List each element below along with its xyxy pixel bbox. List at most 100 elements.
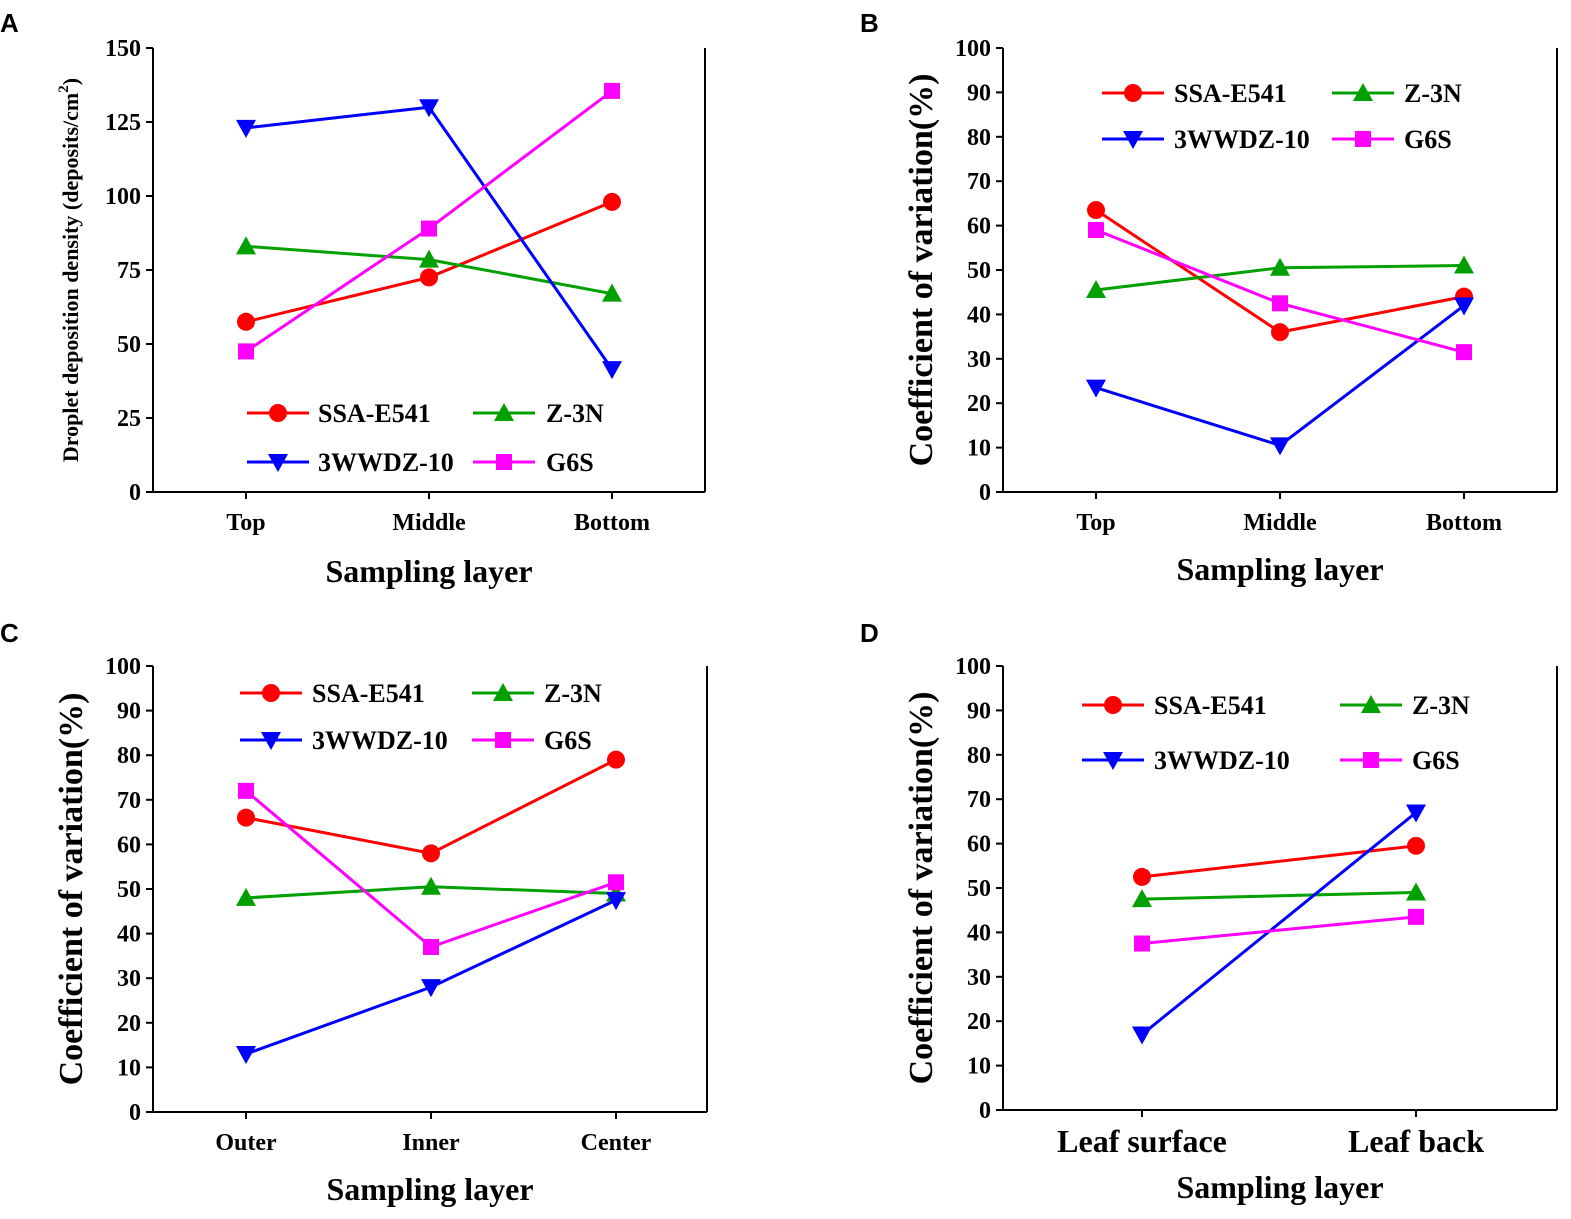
legend-marker-g6s bbox=[1363, 752, 1379, 768]
x-tick-label: Middle bbox=[392, 510, 466, 536]
series-line-3wwdz-10 bbox=[245, 898, 617, 1056]
data-point-ssa-e541 bbox=[1407, 836, 1425, 855]
chart-panel-c: C 0 10 20 30 40 50 60 70 80 90 100 Outer Inner Center S… bbox=[0, 618, 708, 1207]
data-point-z-3n bbox=[236, 236, 256, 255]
data-point-3wwdz-10 bbox=[1086, 379, 1106, 398]
data-point-3wwdz-10 bbox=[1454, 297, 1474, 316]
chart-panel-d: D 0 10 20 30 40 50 60 70 80 90 100 Leaf surface Leaf … bbox=[860, 618, 1558, 1205]
data-point-ssa-e541 bbox=[1133, 867, 1151, 886]
y-tick-label: 25 bbox=[117, 406, 141, 432]
data-point-3wwdz-10 bbox=[419, 99, 439, 118]
y-tick-label: 60 bbox=[967, 832, 991, 858]
legend-label-g6s: G6S bbox=[546, 448, 594, 477]
y-tick-label: 90 bbox=[117, 699, 141, 725]
data-point-g6s bbox=[1408, 908, 1424, 925]
y-tick-label: 90 bbox=[967, 698, 991, 724]
data-point-ssa-e541 bbox=[422, 844, 440, 863]
legend-marker-3wwdz-10 bbox=[261, 732, 281, 750]
legend-label-z-3n: Z-3N bbox=[544, 679, 602, 708]
series-line-z-3n bbox=[1141, 890, 1417, 901]
series-line-g6s bbox=[1141, 915, 1417, 945]
y-tick-label: 50 bbox=[967, 258, 991, 284]
data-point-z-3n bbox=[1406, 882, 1426, 901]
y-tick-label: 10 bbox=[117, 1055, 141, 1081]
data-point-3wwdz-10 bbox=[1270, 437, 1290, 456]
y-tick-label: 10 bbox=[967, 1054, 991, 1080]
data-point-ssa-e541 bbox=[420, 268, 438, 287]
y-tick-label: 50 bbox=[117, 877, 141, 903]
x-tick-label: Outer bbox=[215, 1130, 277, 1156]
chart-panel-b: B 0 10 20 30 40 50 60 70 80 90 100 Top Middle Bottom Sa… bbox=[860, 8, 1558, 587]
panel-label: D bbox=[860, 618, 879, 648]
y-tick-label: 60 bbox=[117, 832, 141, 858]
legend-label-3wwdz-10: 3WWDZ-10 bbox=[1154, 746, 1290, 775]
data-point-z-3n bbox=[1132, 889, 1152, 908]
data-point-ssa-e541 bbox=[603, 192, 621, 211]
panel-label: B bbox=[860, 8, 879, 38]
x-tick-label: Top bbox=[226, 510, 265, 536]
legend-label-g6s: G6S bbox=[544, 726, 592, 755]
legend-marker-z-3n bbox=[1361, 695, 1381, 713]
legend-marker-ssa-e541 bbox=[269, 404, 287, 422]
x-tick-label: Bottom bbox=[1426, 510, 1502, 536]
legend-marker-3wwdz-10 bbox=[1103, 752, 1123, 770]
legend-label-z-3n: Z-3N bbox=[546, 399, 604, 428]
y-tick-label: 100 bbox=[105, 184, 141, 210]
data-point-3wwdz-10 bbox=[236, 119, 256, 138]
data-point-ssa-e541 bbox=[237, 808, 255, 827]
x-tick-label: Bottom bbox=[574, 510, 650, 536]
legend-marker-ssa-e541 bbox=[262, 684, 280, 702]
legend-label-g6s: G6S bbox=[1404, 125, 1452, 154]
y-tick-label: 50 bbox=[117, 332, 141, 358]
series-line-g6s bbox=[245, 789, 617, 949]
data-point-3wwdz-10 bbox=[1406, 804, 1426, 823]
legend-label-3wwdz-10: 3WWDZ-10 bbox=[312, 726, 448, 755]
x-tick-label: Leaf back bbox=[1348, 1123, 1484, 1159]
y-tick-label: 100 bbox=[955, 36, 991, 62]
y-tick-label: 50 bbox=[967, 876, 991, 902]
data-point-g6s bbox=[238, 782, 254, 799]
data-point-g6s bbox=[1134, 935, 1150, 952]
y-tick-label: 100 bbox=[105, 654, 141, 680]
data-point-3wwdz-10 bbox=[606, 892, 626, 911]
data-point-z-3n bbox=[602, 283, 622, 302]
y-tick-label: 70 bbox=[117, 788, 141, 814]
series-line-ssa-e541 bbox=[1141, 844, 1417, 879]
data-point-g6s bbox=[421, 220, 437, 237]
y-tick-label: 20 bbox=[967, 391, 991, 417]
y-tick-label: 125 bbox=[105, 110, 141, 136]
data-point-3wwdz-10 bbox=[602, 361, 622, 380]
series-line-3wwdz-10 bbox=[245, 105, 614, 371]
data-point-g6s bbox=[608, 874, 624, 891]
x-tick-label: Top bbox=[1076, 510, 1115, 536]
y-tick-label: 70 bbox=[967, 169, 991, 195]
y-tick-label: 30 bbox=[117, 966, 141, 992]
x-tick-label: Leaf surface bbox=[1057, 1123, 1227, 1159]
x-axis-title: Sampling layer bbox=[1176, 1169, 1383, 1205]
data-point-z-3n bbox=[236, 887, 256, 906]
series-line-3wwdz-10 bbox=[1141, 811, 1417, 1036]
legend-label-z-3n: Z-3N bbox=[1412, 691, 1470, 720]
legend-marker-3wwdz-10 bbox=[1123, 131, 1143, 149]
x-axis-title: Sampling layer bbox=[1176, 551, 1383, 587]
y-tick-label: 10 bbox=[967, 436, 991, 462]
y-tick-label: 60 bbox=[967, 214, 991, 240]
data-point-g6s bbox=[423, 938, 439, 955]
y-tick-label: 150 bbox=[105, 36, 141, 62]
y-tick-label: 100 bbox=[955, 654, 991, 680]
data-point-g6s bbox=[604, 82, 620, 99]
legend-marker-ssa-e541 bbox=[1104, 696, 1122, 714]
y-tick-label: 0 bbox=[129, 1100, 141, 1126]
panel-label: A bbox=[0, 8, 19, 38]
data-point-z-3n bbox=[419, 249, 439, 268]
legend-marker-z-3n bbox=[494, 403, 514, 421]
data-point-z-3n bbox=[1454, 255, 1474, 274]
x-axis-title: Sampling layer bbox=[326, 1171, 533, 1207]
legend-marker-z-3n bbox=[493, 683, 513, 701]
legend-marker-3wwdz-10 bbox=[268, 454, 288, 472]
legend-label-ssa-e541: SSA-E541 bbox=[1174, 79, 1287, 108]
data-point-g6s bbox=[1088, 222, 1104, 239]
y-tick-label: 40 bbox=[967, 302, 991, 328]
legend-label-ssa-e541: SSA-E541 bbox=[318, 399, 431, 428]
x-tick-label: Center bbox=[581, 1130, 652, 1156]
